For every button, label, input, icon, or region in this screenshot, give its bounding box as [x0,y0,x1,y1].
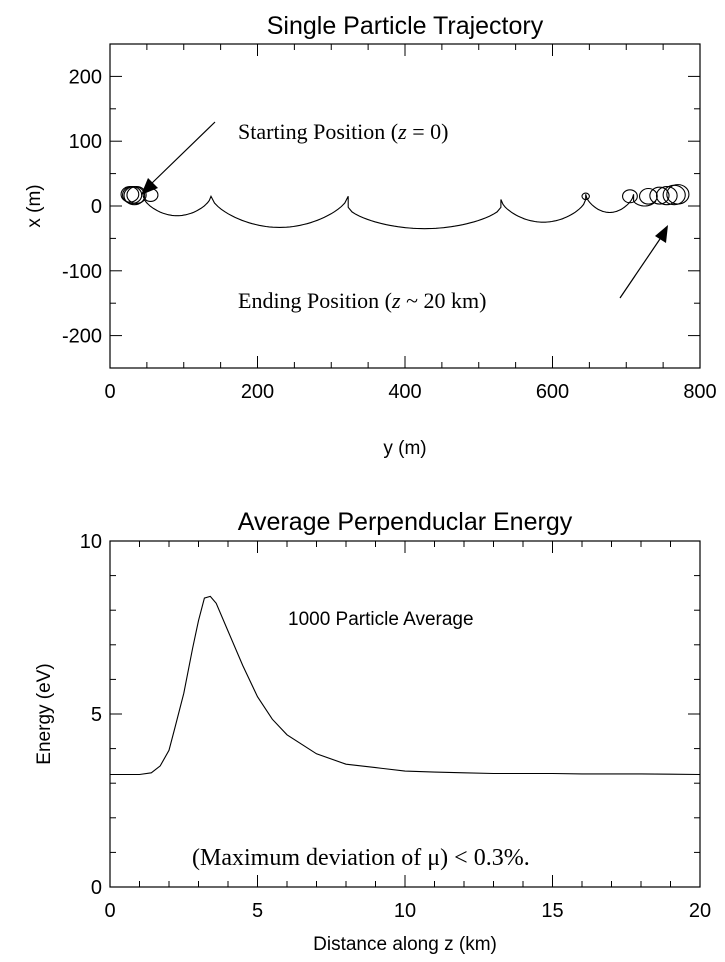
trajectory-title: Single Particle Trajectory [267,12,544,40]
energy-y-ticks: 10 5 0 [80,531,700,899]
gyration-loop [666,184,690,205]
gyration-loop [622,189,638,204]
gyration-loop [649,186,670,205]
y-tick-label: 200 [69,66,102,88]
x-tick-label: 20 [689,900,711,922]
x-tick-label: 15 [541,900,563,922]
trajectory-curve [142,194,657,230]
x-tick-label: 800 [683,381,716,403]
trajectory-x-ticks: 0 200 400 600 800 [104,44,717,403]
x-tick-label: 10 [394,900,416,922]
trajectory-loops [120,184,690,206]
x-tick-label: 0 [104,900,115,922]
energy-series-line [110,595,701,776]
energy-panel: Average Perpenduclar Energy 0 5 10 15 20 10 5… [34,508,711,955]
x-tick-label: 400 [388,381,421,403]
trajectory-plot-frame [109,43,701,369]
energy-y-axis-label: Energy (eV) [34,663,55,764]
ending-position-arrow [619,225,668,299]
gyration-loop [126,186,147,204]
y-tick-label: 0 [91,877,102,899]
x-tick-label: 600 [536,381,569,403]
starting-position-label: Starting Position (z = 0) [238,119,448,144]
gyration-loop [655,186,678,206]
gyration-loop [638,187,658,205]
max-deviation-label: (Maximum deviation of μ) < 0.3%. [192,845,530,871]
trajectory-y-axis-label: x (m) [24,184,45,227]
y-tick-label: 5 [91,704,102,726]
y-tick-label: -100 [62,261,102,283]
energy-x-axis-label: Distance along z (km) [313,934,497,955]
trajectory-panel: Single Particle Trajectory 0 200 400 600 800… [24,12,717,459]
x-tick-label: 0 [104,381,115,403]
y-tick-label: 0 [91,196,102,218]
energy-plot-frame [109,540,701,888]
energy-title: Average Perpenduclar Energy [238,508,573,536]
ending-position-label: Ending Position (z ~ 20 km) [238,288,486,313]
x-tick-label: 5 [252,900,263,922]
energy-x-ticks: 0 5 10 15 20 [104,541,711,922]
trajectory-y-ticks: 200 100 0 -100 -200 [62,43,700,369]
trajectory-x-axis-label: y (m) [383,438,426,459]
y-tick-label: 100 [69,131,102,153]
particle-average-label: 1000 Particle Average [288,609,474,630]
starting-position-arrow [141,121,216,195]
y-tick-label: 10 [80,531,102,553]
x-tick-label: 200 [241,381,274,403]
y-tick-label: -200 [62,326,102,348]
